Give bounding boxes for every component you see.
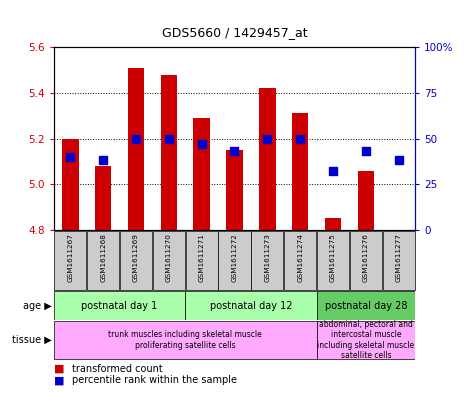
Text: GSM1611271: GSM1611271: [199, 233, 204, 282]
Point: [99, 157, 107, 163]
Point: [395, 157, 402, 163]
Point: [264, 135, 271, 141]
FancyBboxPatch shape: [383, 231, 415, 290]
Text: GSM1611276: GSM1611276: [363, 233, 369, 282]
Text: postnatal day 28: postnatal day 28: [325, 301, 407, 310]
Text: ■: ■: [54, 364, 64, 374]
FancyBboxPatch shape: [284, 231, 316, 290]
Point: [198, 141, 205, 147]
FancyBboxPatch shape: [186, 231, 218, 290]
Text: postnatal day 1: postnatal day 1: [82, 301, 158, 310]
Text: GSM1611272: GSM1611272: [232, 233, 237, 282]
Text: postnatal day 12: postnatal day 12: [210, 301, 292, 310]
Bar: [160, 75, 177, 230]
Text: GSM1611273: GSM1611273: [265, 233, 270, 282]
FancyBboxPatch shape: [317, 321, 415, 359]
FancyBboxPatch shape: [350, 231, 382, 290]
Text: GSM1611268: GSM1611268: [100, 233, 106, 282]
Point: [329, 168, 337, 174]
Text: GSM1611270: GSM1611270: [166, 233, 172, 282]
FancyBboxPatch shape: [251, 231, 283, 290]
FancyBboxPatch shape: [317, 292, 415, 320]
Text: ■: ■: [54, 375, 64, 386]
Point: [362, 148, 370, 154]
FancyBboxPatch shape: [54, 292, 185, 320]
FancyBboxPatch shape: [54, 231, 86, 290]
Bar: [325, 219, 341, 230]
FancyBboxPatch shape: [219, 231, 250, 290]
Text: GSM1611275: GSM1611275: [330, 233, 336, 282]
Bar: [226, 150, 242, 230]
FancyBboxPatch shape: [317, 231, 349, 290]
FancyBboxPatch shape: [120, 231, 152, 290]
Bar: [259, 88, 275, 230]
Point: [67, 154, 74, 160]
Point: [296, 135, 304, 141]
Point: [231, 148, 238, 154]
Point: [132, 135, 140, 141]
Text: abdominal, pectoral and
intercostal muscle
including skeletal muscle
satellite c: abdominal, pectoral and intercostal musc…: [317, 320, 415, 360]
FancyBboxPatch shape: [54, 321, 317, 359]
Text: GDS5660 / 1429457_at: GDS5660 / 1429457_at: [162, 26, 307, 39]
Bar: [62, 138, 78, 230]
Bar: [128, 68, 144, 230]
Text: percentile rank within the sample: percentile rank within the sample: [72, 375, 237, 386]
Bar: [357, 171, 374, 230]
Text: tissue ▶: tissue ▶: [12, 335, 52, 345]
Text: transformed count: transformed count: [72, 364, 162, 374]
Text: trunk muscles including skeletal muscle
proliferating satellite cells: trunk muscles including skeletal muscle …: [108, 330, 262, 350]
Text: GSM1611277: GSM1611277: [396, 233, 401, 282]
Text: age ▶: age ▶: [23, 301, 52, 310]
Text: GSM1611267: GSM1611267: [68, 233, 73, 282]
FancyBboxPatch shape: [87, 231, 119, 290]
Text: GSM1611269: GSM1611269: [133, 233, 139, 282]
Bar: [292, 114, 308, 230]
FancyBboxPatch shape: [153, 231, 185, 290]
Text: GSM1611274: GSM1611274: [297, 233, 303, 282]
Bar: [193, 118, 210, 230]
FancyBboxPatch shape: [185, 292, 317, 320]
Point: [165, 135, 173, 141]
Bar: [95, 166, 111, 230]
